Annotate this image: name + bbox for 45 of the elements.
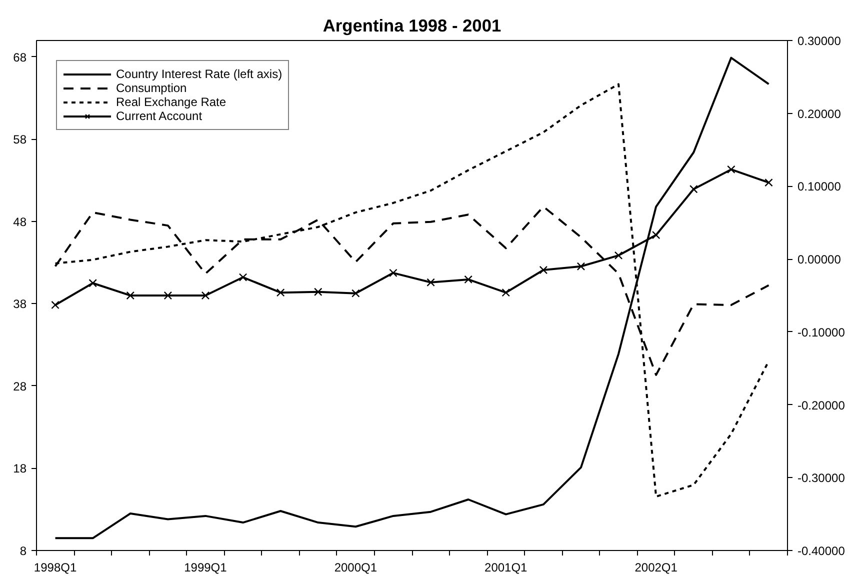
y2-tick-label: 0.30000 xyxy=(798,34,842,48)
y-tick-label: 48 xyxy=(13,214,27,229)
y2-tick-label: 0.20000 xyxy=(798,106,842,121)
point xyxy=(389,268,398,278)
y2-tick-label: -0.10000 xyxy=(798,325,846,340)
point xyxy=(164,291,172,300)
point xyxy=(126,291,135,300)
point xyxy=(464,275,472,284)
point xyxy=(51,300,60,310)
x-tick-label: 2000Q1 xyxy=(334,560,378,574)
point xyxy=(727,165,736,174)
y2-tick-label: 0.00000 xyxy=(798,252,842,267)
y-tick-label: 8 xyxy=(20,544,27,558)
point xyxy=(614,251,623,260)
point xyxy=(689,184,698,194)
y-tick-label: 68 xyxy=(13,50,27,64)
y2-tick-label: 0.10000 xyxy=(798,180,842,194)
legend-label: Country Interest Rate (left axis) xyxy=(116,67,282,81)
y2-tick-label: -0.40000 xyxy=(798,544,846,558)
x-tick-label: 1999Q1 xyxy=(184,560,228,574)
point xyxy=(764,178,773,187)
x-tick-label: 1998Q1 xyxy=(34,560,77,574)
y-tick-label: 28 xyxy=(13,379,27,394)
y-tick-label: 38 xyxy=(13,297,27,312)
legend-label: Consumption xyxy=(116,81,187,95)
point xyxy=(88,278,97,288)
point xyxy=(276,288,285,297)
point xyxy=(426,278,435,287)
x-tick-label: 2001Q1 xyxy=(484,560,528,574)
point xyxy=(352,289,360,298)
point xyxy=(576,262,586,270)
legend-label: Real Exchange Rate xyxy=(116,95,226,109)
y2-tick-label: -0.20000 xyxy=(798,398,846,412)
x-tick-label: 2002Q1 xyxy=(634,560,678,574)
point xyxy=(201,291,210,300)
point xyxy=(238,273,248,282)
legend-label: Current Account xyxy=(116,109,202,123)
y-tick-label: 58 xyxy=(13,132,27,147)
y-tick-label: 18 xyxy=(13,462,27,476)
point xyxy=(539,266,548,274)
y2-tick-label: -0.30000 xyxy=(798,471,846,486)
chart-title: Argentina 1998 - 2001 xyxy=(322,16,502,36)
point xyxy=(502,288,510,297)
point xyxy=(652,230,660,240)
point xyxy=(314,288,322,296)
